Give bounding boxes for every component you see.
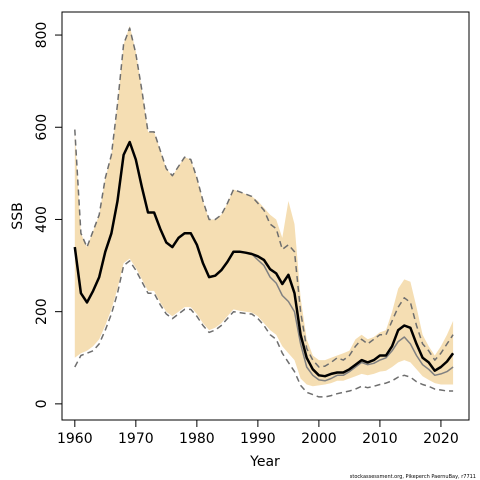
x-tick-label: 1970 bbox=[118, 431, 154, 447]
y-tick-label: 600 bbox=[34, 114, 50, 141]
x-tick-label: 1980 bbox=[179, 431, 215, 447]
series-line bbox=[74, 260, 454, 398]
y-tick-label: 400 bbox=[34, 206, 50, 233]
confidence-band bbox=[74, 25, 454, 387]
footer: stockassessment.org, Pikeperch PaernuBay… bbox=[350, 474, 476, 480]
series-line bbox=[73, 140, 455, 378]
y-axis-title: SSB bbox=[10, 202, 26, 229]
y-tick-label: 0 bbox=[34, 399, 50, 408]
x-axis-title: Year bbox=[249, 454, 280, 470]
series-line bbox=[74, 27, 454, 368]
x-tick-label: 1960 bbox=[57, 431, 93, 447]
x-tick-label: 2010 bbox=[362, 431, 398, 447]
x-tick-label: 2020 bbox=[423, 431, 459, 447]
y-tick-label: 800 bbox=[34, 22, 50, 49]
y-tick-label: 200 bbox=[34, 298, 50, 325]
x-tick-label: 1990 bbox=[240, 431, 276, 447]
x-tick-label: 2000 bbox=[301, 431, 337, 447]
